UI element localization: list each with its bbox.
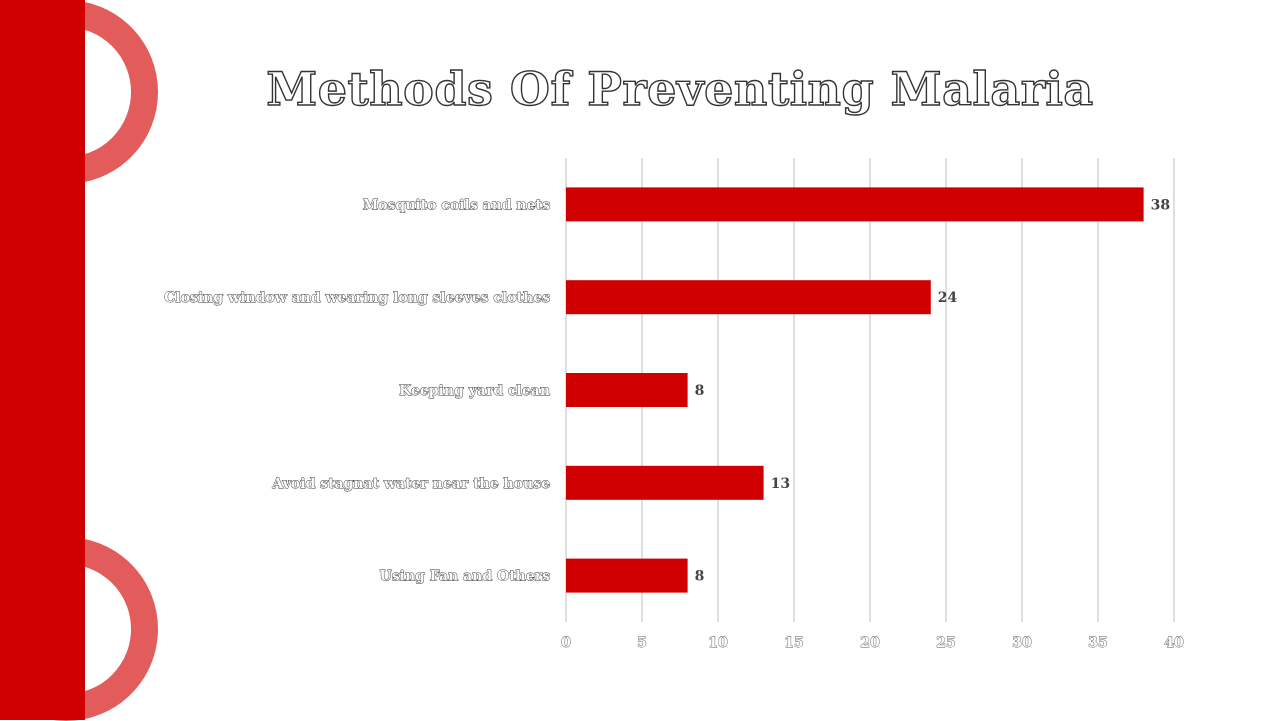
data-label: 8 [695, 383, 705, 399]
category-label: Closing window and wearing long sleeves … [164, 290, 550, 306]
x-tick-label: 5 [637, 635, 647, 651]
side-accent-bar [0, 0, 85, 720]
x-tick-label: 15 [784, 635, 803, 651]
bar [566, 280, 931, 315]
bar [566, 465, 764, 500]
category-label: Using Fan and Others [380, 569, 551, 585]
x-tick-label: 25 [936, 635, 955, 651]
data-label: 13 [771, 476, 790, 492]
data-label: 38 [1151, 197, 1170, 213]
category-label: Mosquito coils and nets [363, 197, 550, 213]
x-tick-label: 40 [1164, 635, 1184, 651]
x-tick-label: 0 [561, 635, 571, 651]
data-label: 24 [938, 290, 958, 306]
slide-title: Methods Of Preventing Malaria [266, 61, 1094, 116]
x-tick-label: 20 [860, 635, 880, 651]
x-tick-label: 35 [1088, 635, 1107, 651]
x-tick-label: 30 [1012, 635, 1032, 651]
bar [566, 558, 688, 593]
data-label: 8 [695, 569, 705, 585]
x-tick-label: 10 [708, 635, 728, 651]
category-label: Avoid stagnat water near the house [271, 476, 550, 492]
bar [566, 373, 688, 407]
bar [566, 187, 1144, 222]
category-label: Keeping yard clean [399, 383, 550, 399]
